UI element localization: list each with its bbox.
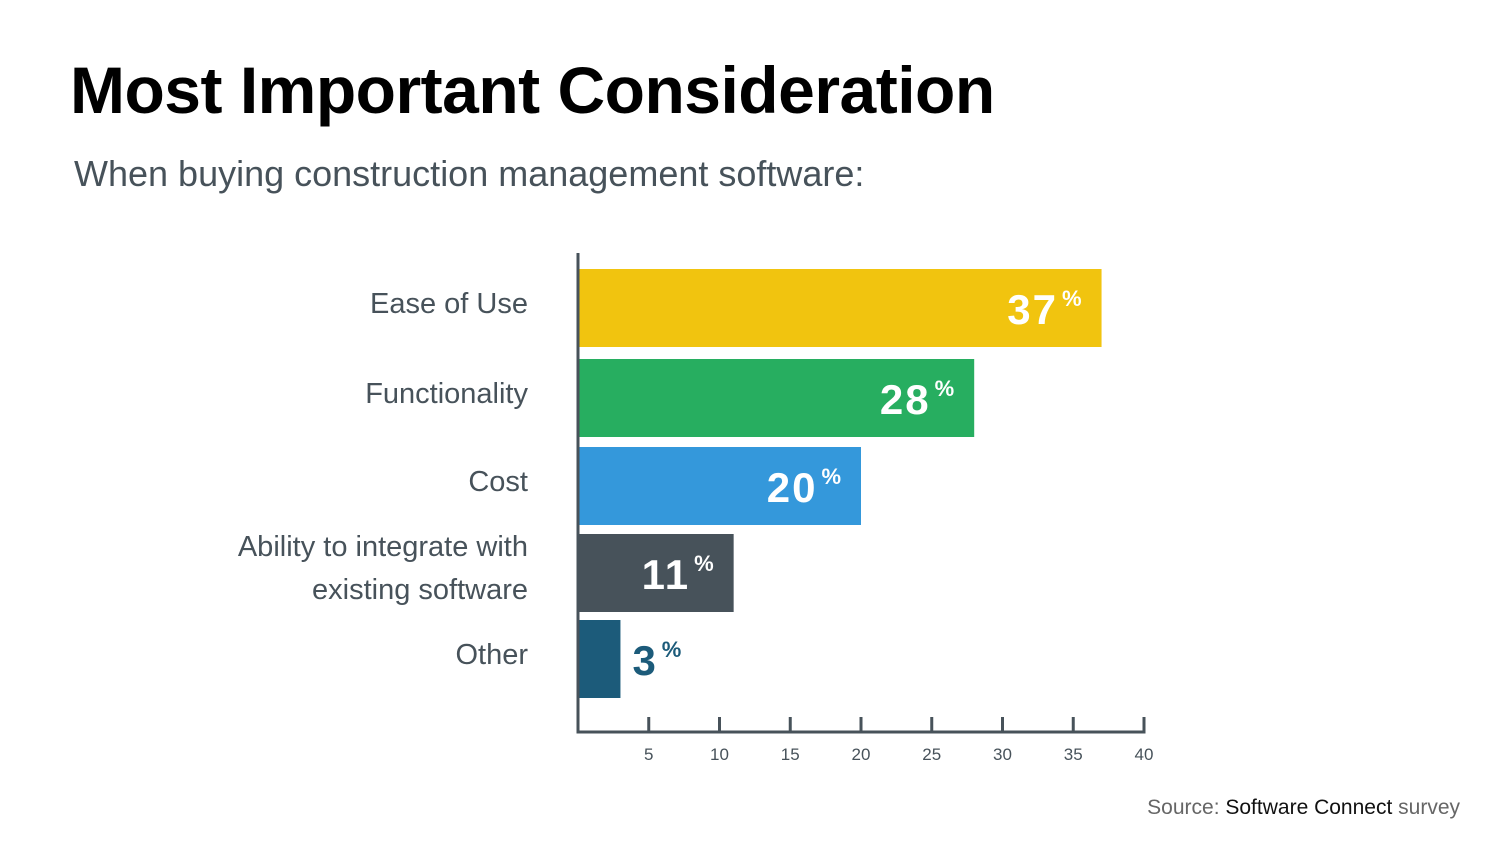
x-tick-label: 25 (922, 745, 941, 764)
category-label: Cost (468, 465, 528, 498)
bar (578, 620, 621, 698)
x-tick-label: 35 (1064, 745, 1083, 764)
x-tick-label: 40 (1135, 745, 1154, 764)
x-tick-label: 15 (781, 745, 800, 764)
bar (578, 269, 1102, 347)
category-label: Functionality (365, 377, 528, 410)
bar (578, 534, 734, 612)
data-label: 20% (767, 464, 843, 511)
bar (578, 447, 861, 525)
chart-subtitle: When buying construction management soft… (74, 153, 865, 194)
data-label: 3% (632, 637, 683, 684)
data-label: 28% (880, 376, 956, 423)
source-note: Source: Software Connect survey (1147, 796, 1460, 820)
x-tick-label: 10 (710, 745, 729, 764)
data-label: 11% (642, 551, 716, 598)
category-label: Ability to integrate with existing softw… (237, 531, 528, 606)
source-suffix: survey (1392, 796, 1460, 819)
category-label: Other (455, 638, 528, 671)
data-label: 37% (1007, 286, 1083, 333)
x-tick-label: 5 (644, 745, 653, 764)
category-label: Ease of Use (370, 287, 528, 320)
source-prefix: Source: (1147, 796, 1226, 819)
x-tick-label: 30 (993, 745, 1012, 764)
bar (578, 359, 975, 437)
chart-title: Most Important Consideration (70, 53, 995, 127)
x-tick-label: 20 (852, 745, 871, 764)
source-name: Software Connect (1225, 796, 1393, 819)
